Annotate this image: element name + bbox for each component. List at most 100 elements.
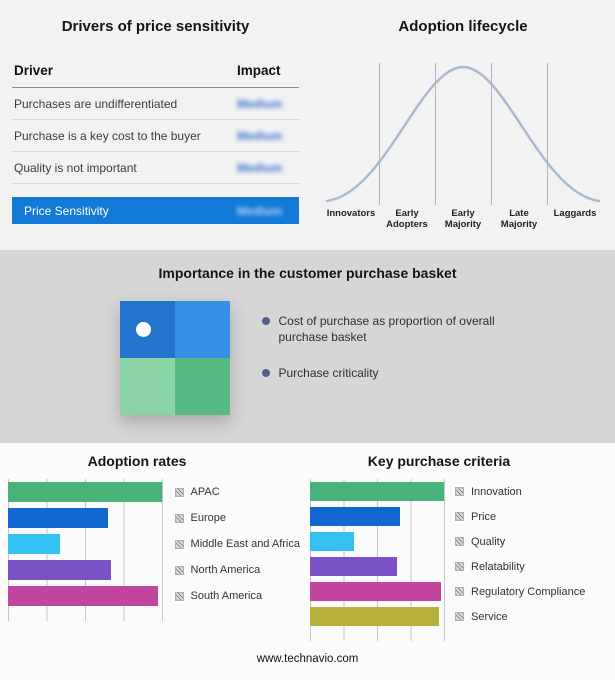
bar (310, 607, 439, 626)
stage-divider-line (547, 63, 548, 205)
drivers-table-header: Driver Impact (12, 59, 299, 88)
hatch-swatch-icon (455, 487, 464, 496)
adoption-rates-chart: Adoption rates APAC Europe Middle East and… (8, 453, 300, 641)
bar (8, 586, 159, 606)
legend-label: Service (471, 610, 508, 623)
hatch-swatch-icon (455, 612, 464, 621)
legend-item: Innovation (455, 479, 585, 504)
bell-curve-path (325, 65, 601, 203)
driver-row: Quality is not important Medium (12, 152, 299, 184)
stage-label: Innovators (326, 208, 376, 219)
drivers-panel: Drivers of price sensitivity Driver Impa… (0, 0, 315, 250)
bar-track-column (310, 479, 445, 641)
legend-item: Service (455, 604, 585, 629)
legend-item: Middle East and Africa (174, 531, 300, 557)
matrix-marker-dot (135, 322, 151, 337)
hatch-swatch-icon (455, 512, 464, 521)
bullet-icon (261, 317, 270, 325)
bullet-item: Purchase criticality (261, 365, 496, 381)
basket-section: Importance in the customer purchase bask… (0, 250, 615, 443)
driver-impact: Medium (237, 160, 283, 175)
key-purchase-criteria-title: Key purchase criteria (367, 453, 511, 469)
chart-legend: Innovation Price Quality Relatability Regula… (445, 479, 585, 641)
driver-name: Quality is not important (14, 160, 137, 175)
hatch-swatch-icon (174, 513, 184, 523)
stage-label: Late Majority (500, 208, 538, 231)
stage-label: Laggards (553, 208, 597, 219)
bar-row (310, 529, 444, 554)
purchase-basket-matrix (119, 301, 230, 415)
legend-label: Europe (190, 512, 227, 524)
legend-label: Price (471, 510, 497, 523)
bullet-item: Cost of purchase as proportion of overal… (261, 313, 496, 345)
legend-item: Quality (455, 529, 585, 554)
bar (8, 560, 111, 580)
legend-item: Relatability (455, 554, 585, 579)
bar-track-column (8, 479, 163, 621)
legend-label: APAC (190, 486, 220, 498)
bullet-icon (261, 369, 270, 378)
bar (310, 557, 398, 576)
matrix-quadrant-bottom-right (174, 358, 230, 415)
legend-label: Relatability (471, 560, 525, 573)
bar (310, 532, 355, 551)
bullet-text: Cost of purchase as proportion of overal… (278, 314, 495, 345)
basket-title: Importance in the customer purchase bask… (158, 265, 457, 281)
matrix-quadrant-top-left (119, 301, 175, 358)
hatch-swatch-icon (174, 487, 184, 497)
hatch-swatch-icon (455, 562, 464, 571)
bar-row (310, 554, 444, 579)
bar (310, 582, 442, 601)
bar-row (8, 583, 162, 609)
bar (8, 534, 61, 554)
hatch-swatch-icon (174, 591, 184, 601)
price-sensitivity-impact: Medium (237, 203, 283, 218)
hatch-swatch-icon (455, 587, 464, 596)
key-purchase-criteria-chart: Key purchase criteria Innovation Price Qua… (310, 453, 610, 641)
chart-legend: APAC Europe Middle East and Africa North Am… (163, 479, 300, 621)
stage-label: Early Adopters (386, 208, 428, 231)
legend-item: APAC (174, 479, 300, 505)
lifecycle-stages: Innovators Early Adopters Early Majority La… (323, 208, 603, 231)
hatch-swatch-icon (455, 537, 464, 546)
bar (8, 508, 108, 528)
bar-row (8, 531, 162, 557)
bar-row (310, 604, 444, 629)
drivers-title: Drivers of price sensitivity (61, 18, 250, 35)
bar-row (310, 579, 444, 604)
basket-bullets: Cost of purchase as proportion of overal… (261, 313, 496, 415)
adoption-rates-plot: APAC Europe Middle East and Africa North Am… (8, 479, 300, 621)
driver-name: Purchases are undifferentiated (14, 96, 178, 111)
bar (310, 507, 400, 526)
legend-label: Quality (471, 535, 506, 548)
driver-column-header: Driver (14, 63, 54, 78)
bar-row (8, 479, 162, 505)
legend-item: Europe (174, 505, 300, 531)
stage-divider-line (379, 63, 380, 205)
basket-content: Cost of purchase as proportion of overal… (0, 301, 615, 415)
driver-name: Purchase is a key cost to the buyer (14, 128, 201, 143)
hatch-swatch-icon (174, 539, 184, 549)
bullet-text: Purchase criticality (278, 366, 379, 381)
drivers-table-body: Purchases are undifferentiated Medium Purc… (12, 88, 299, 184)
bar (8, 482, 162, 502)
legend-item: Price (455, 504, 585, 529)
bar-row (310, 504, 444, 529)
legend-label: South America (190, 590, 263, 602)
stage-divider-line (491, 63, 492, 205)
legend-item: South America (174, 583, 300, 609)
charts-row: Adoption rates APAC Europe Middle East and… (0, 453, 615, 641)
top-section: Drivers of price sensitivity Driver Impa… (0, 0, 615, 250)
lifecycle-panel: Adoption lifecycle Innovators Early Adopt… (315, 0, 615, 250)
driver-row: Purchases are undifferentiated Medium (12, 88, 299, 120)
legend-label: Innovation (471, 485, 522, 498)
key-purchase-criteria-plot: Innovation Price Quality Relatability Regula… (310, 479, 610, 641)
driver-impact: Medium (237, 96, 283, 111)
legend-label: Regulatory Compliance (471, 585, 586, 598)
lifecycle-title: Adoption lifecycle (398, 18, 528, 35)
matrix-quadrant-top-right (174, 301, 230, 358)
footer-url: www.technavio.com (256, 653, 359, 665)
driver-row: Purchase is a key cost to the buyer Mediu… (12, 120, 299, 152)
price-sensitivity-row: Price Sensitivity Medium (12, 197, 299, 224)
